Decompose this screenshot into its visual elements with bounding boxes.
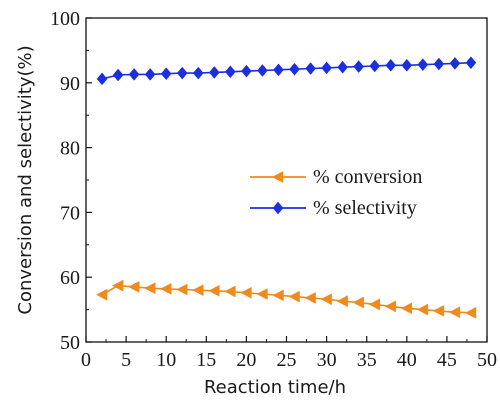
y-tick-label: 50 bbox=[60, 332, 80, 354]
data-point bbox=[337, 60, 348, 74]
legend-label-selectivity: % selectivity bbox=[313, 197, 417, 219]
plot-frame bbox=[85, 17, 488, 343]
data-point bbox=[353, 60, 365, 73]
data-point bbox=[304, 292, 316, 304]
data-point bbox=[144, 67, 156, 81]
data-point bbox=[272, 289, 284, 302]
data-point bbox=[256, 288, 268, 300]
data-point bbox=[416, 303, 429, 316]
data-point bbox=[384, 300, 397, 313]
legend-swatch-marker bbox=[271, 171, 284, 183]
x-tick-labels: 0 5 10 15 20 25 30 35 40 45 50 bbox=[81, 349, 497, 371]
x-tick-label: 30 bbox=[317, 349, 337, 371]
data-point bbox=[417, 58, 429, 72]
y-tick-label: 60 bbox=[60, 267, 80, 289]
data-point bbox=[96, 72, 108, 86]
data-point bbox=[112, 279, 124, 292]
data-point bbox=[449, 56, 461, 70]
data-point bbox=[176, 66, 188, 80]
x-tick-label: 15 bbox=[196, 349, 216, 371]
y-tick-labels: 50 60 70 80 90 100 bbox=[50, 8, 80, 354]
x-tick-label: 50 bbox=[477, 349, 497, 371]
data-point bbox=[192, 66, 204, 80]
data-point bbox=[176, 283, 188, 296]
x-tick-label: 45 bbox=[437, 349, 457, 371]
x-tick-label: 20 bbox=[236, 349, 256, 371]
data-point bbox=[432, 304, 445, 317]
y-tick-label: 90 bbox=[60, 73, 80, 95]
data-point bbox=[160, 282, 172, 295]
data-point bbox=[369, 59, 381, 73]
y-tick-label: 100 bbox=[50, 8, 80, 30]
data-point bbox=[321, 61, 332, 75]
x-tick-label: 35 bbox=[357, 349, 377, 371]
y-tick-label: 70 bbox=[60, 202, 80, 224]
x-tick-label: 0 bbox=[81, 349, 91, 371]
data-point bbox=[273, 63, 284, 77]
legend-label-conversion: % conversion bbox=[313, 166, 422, 188]
data-point bbox=[320, 293, 332, 306]
data-point bbox=[128, 67, 140, 81]
data-point bbox=[464, 306, 477, 319]
data-point bbox=[192, 284, 204, 297]
data-point bbox=[257, 64, 268, 77]
data-point bbox=[448, 306, 461, 319]
data-point bbox=[385, 58, 397, 72]
x-tick-label: 25 bbox=[277, 349, 297, 371]
data-point bbox=[96, 288, 108, 301]
data-point bbox=[433, 57, 445, 71]
x-axis-title: Reaction time/h bbox=[204, 377, 346, 398]
y-axis-title: Conversion and selectivity(%) bbox=[15, 45, 36, 314]
data-point bbox=[208, 66, 220, 79]
data-point bbox=[288, 290, 300, 303]
data-point bbox=[401, 58, 413, 72]
series-selectivity bbox=[96, 56, 477, 86]
legend-swatch-marker bbox=[272, 201, 284, 215]
x-tick-label: 40 bbox=[397, 349, 417, 371]
data-point bbox=[400, 302, 413, 315]
data-point bbox=[465, 56, 477, 70]
series-conversion bbox=[96, 279, 477, 319]
data-point bbox=[144, 282, 156, 295]
data-point bbox=[160, 67, 172, 81]
data-point bbox=[208, 284, 220, 297]
data-point bbox=[241, 64, 252, 78]
data-point bbox=[289, 62, 300, 76]
data-point bbox=[336, 295, 348, 308]
x-tick-label: 10 bbox=[156, 349, 176, 371]
data-point bbox=[240, 286, 252, 299]
data-point bbox=[368, 298, 380, 311]
series-line bbox=[101, 284, 472, 314]
data-point bbox=[305, 62, 316, 75]
series-line bbox=[101, 61, 472, 80]
data-point bbox=[225, 65, 236, 79]
data-point bbox=[112, 68, 124, 82]
legend: % conversion % selectivity bbox=[313, 166, 422, 219]
x-tick-label: 5 bbox=[121, 349, 131, 371]
data-point bbox=[352, 296, 364, 309]
data-point bbox=[224, 285, 236, 298]
y-tick-label: 80 bbox=[60, 138, 80, 160]
data-point bbox=[128, 281, 140, 293]
